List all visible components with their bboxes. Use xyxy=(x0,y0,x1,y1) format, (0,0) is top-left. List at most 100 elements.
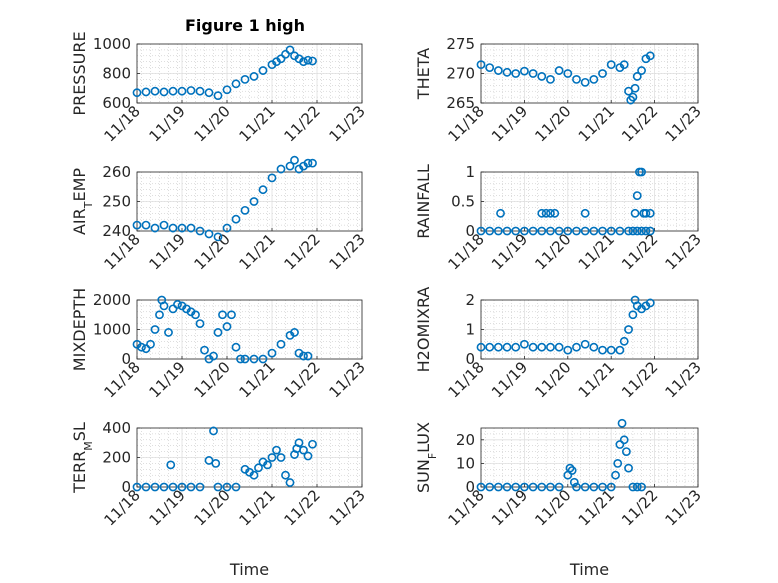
x-tick-label: 11/21 xyxy=(575,358,618,401)
data-point xyxy=(213,328,223,337)
data-point xyxy=(606,345,616,355)
x-tick-label: 11/21 xyxy=(236,230,279,273)
data-point xyxy=(628,310,638,320)
data-point xyxy=(159,482,169,492)
data-point xyxy=(204,229,214,239)
data-point xyxy=(598,226,607,236)
data-point xyxy=(276,453,286,462)
data-point xyxy=(554,482,564,492)
x-tick-label: 11/23 xyxy=(662,230,705,273)
x-tick-label: 11/23 xyxy=(326,102,369,145)
data-series xyxy=(132,45,317,101)
data-point xyxy=(308,158,317,168)
data-point xyxy=(589,75,599,84)
data-point xyxy=(628,92,638,102)
data-point xyxy=(281,49,290,59)
data-series xyxy=(476,418,646,492)
data-point xyxy=(621,447,631,456)
data-point xyxy=(528,69,538,78)
data-point xyxy=(645,226,655,236)
data-series xyxy=(132,295,313,364)
data-point xyxy=(611,470,620,480)
data-point xyxy=(637,66,646,75)
data-point xyxy=(589,226,599,236)
x-tick-label: 11/19 xyxy=(146,358,189,401)
data-point xyxy=(200,345,209,355)
data-point xyxy=(209,351,218,361)
data-point xyxy=(624,463,633,473)
y-tick-label: 260 xyxy=(102,163,131,181)
x-tick-label: 11/21 xyxy=(236,102,279,145)
data-point xyxy=(520,482,529,492)
x-axis-label: Time xyxy=(569,560,609,579)
data-point xyxy=(630,208,640,218)
data-point xyxy=(520,339,529,349)
data-point xyxy=(303,55,313,65)
data-point xyxy=(511,482,521,492)
y-tick-label: 2 xyxy=(465,291,475,309)
data-point xyxy=(567,466,577,475)
data-point xyxy=(632,226,642,236)
data-point xyxy=(502,482,512,492)
data-point xyxy=(141,220,151,230)
data-point xyxy=(166,460,176,470)
x-tick-label: 11/19 xyxy=(146,230,189,273)
data-point xyxy=(580,208,590,218)
y-tick-label: 20 xyxy=(456,431,475,449)
x-tick-label: 11/20 xyxy=(191,358,234,401)
data-point xyxy=(628,482,638,492)
x-tick-label: 11/19 xyxy=(146,102,189,145)
data-point xyxy=(168,304,178,314)
y-tick-label: 1 xyxy=(465,163,475,181)
data-point xyxy=(502,342,512,352)
data-point xyxy=(619,336,629,346)
x-tick-label: 11/21 xyxy=(236,486,279,529)
data-point xyxy=(150,86,160,96)
x-tick-label: 11/22 xyxy=(618,230,661,273)
data-point xyxy=(572,75,581,84)
y-tick-label: 600 xyxy=(102,94,131,112)
x-tick-label: 11/21 xyxy=(575,230,618,273)
data-point xyxy=(619,435,629,445)
data-point xyxy=(485,482,495,492)
data-point xyxy=(589,482,599,492)
data-point xyxy=(546,75,555,84)
data-point xyxy=(598,482,607,492)
x-tick-label: 11/21 xyxy=(575,102,618,145)
data-point xyxy=(231,79,241,89)
data-point xyxy=(137,342,146,352)
data-point xyxy=(511,69,521,78)
y-tick-label: 0 xyxy=(121,350,131,368)
x-tick-label: 11/22 xyxy=(281,486,324,529)
data-point xyxy=(222,322,232,331)
data-point xyxy=(645,208,655,218)
x-tick-label: 11/22 xyxy=(281,358,324,401)
x-tick-label: 11/23 xyxy=(326,486,369,529)
y-tick-label: 0.5 xyxy=(451,193,475,211)
y-tick-label: 10 xyxy=(456,454,475,472)
data-point xyxy=(580,482,590,492)
data-point xyxy=(254,463,263,473)
data-point xyxy=(168,223,178,233)
data-point xyxy=(502,67,512,77)
data-point xyxy=(619,60,629,70)
y-tick-label: 250 xyxy=(102,193,131,211)
data-point xyxy=(617,418,627,428)
data-point xyxy=(615,345,625,355)
data-point xyxy=(155,310,164,320)
data-point xyxy=(476,226,486,236)
data-point xyxy=(231,482,241,492)
x-tick-label: 11/22 xyxy=(281,102,324,145)
data-point xyxy=(141,344,151,354)
data-point xyxy=(580,339,590,349)
data-point xyxy=(589,342,599,352)
data-point xyxy=(258,66,268,75)
data-point xyxy=(258,185,268,195)
y-tick-label: 800 xyxy=(102,65,131,83)
data-point xyxy=(222,223,232,233)
y-tick-label: 1 xyxy=(465,321,475,339)
